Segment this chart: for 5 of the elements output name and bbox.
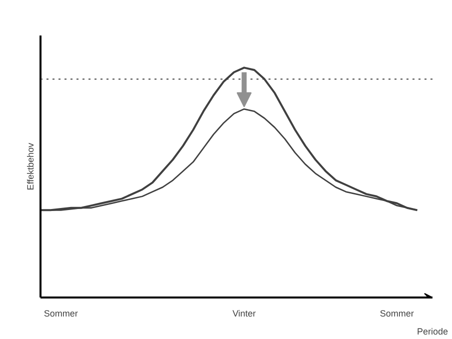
x-tick-label: Vinter xyxy=(232,308,256,318)
x-tick-label: Sommer xyxy=(380,308,414,318)
x-axis-title: Periode xyxy=(416,326,448,336)
x-tick-label: Sommer xyxy=(44,308,78,318)
y-axis-title: Effektbehov xyxy=(26,142,36,190)
